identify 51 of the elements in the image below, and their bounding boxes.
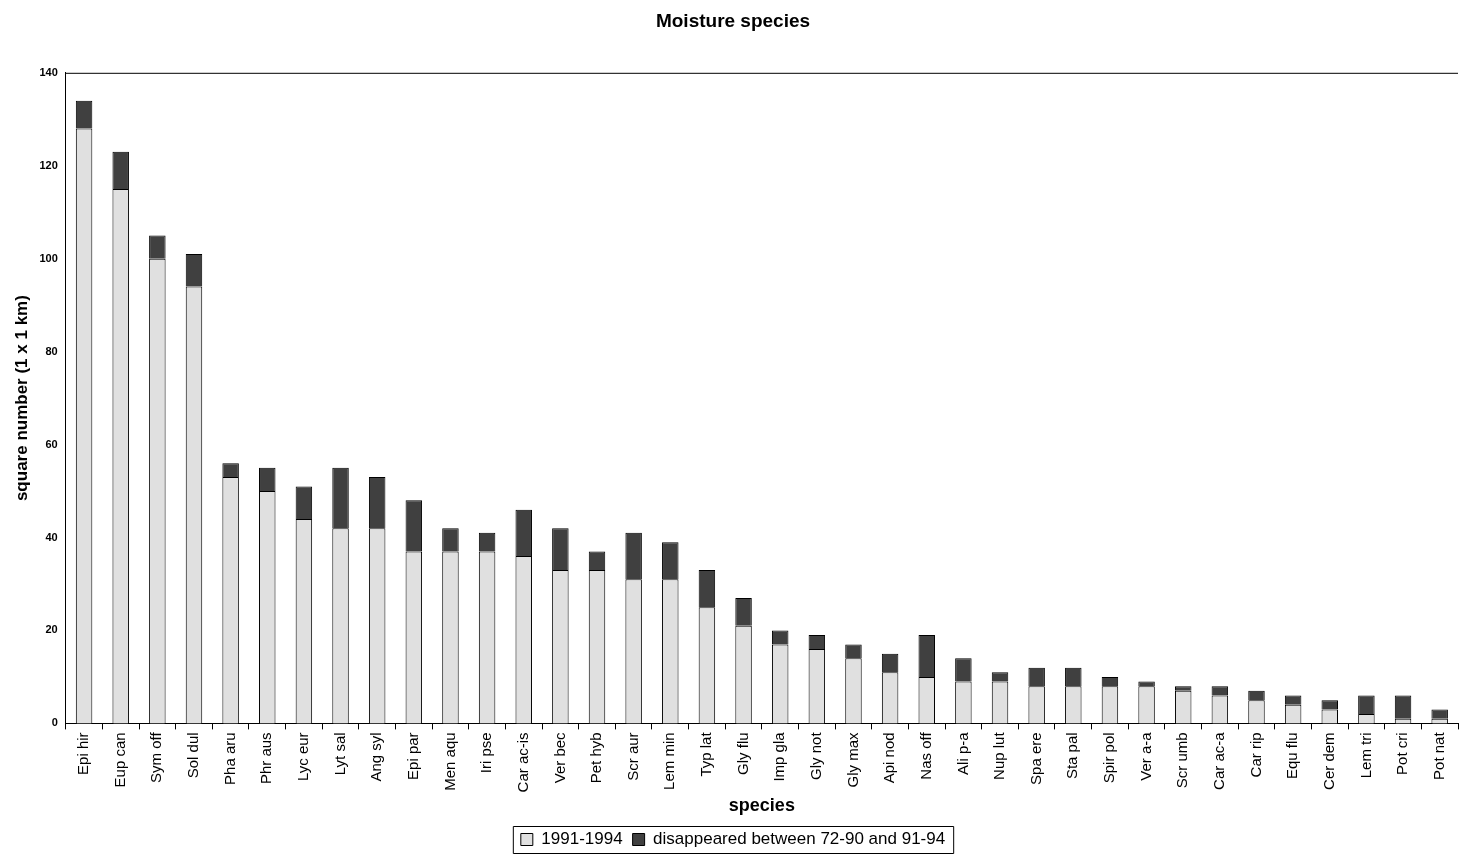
y-tick-label: 40	[45, 530, 58, 543]
x-tick-label: Ver bec	[550, 731, 568, 784]
x-tick-label: Men aqu	[440, 732, 458, 791]
x-tick-label: Lyc eur	[294, 732, 312, 782]
x-tick-label: Api nod	[880, 732, 898, 784]
x-tick-label: Ali p-a	[953, 731, 971, 775]
x-tick-label: Gly max	[843, 731, 861, 788]
x-tick-label: Epi hir	[74, 732, 92, 775]
x-tick-label: Ang syl	[367, 732, 385, 782]
x-tick-label: Pha aru	[220, 732, 238, 785]
y-tick-label: 60	[45, 437, 58, 450]
x-tick-label: Eup can	[110, 732, 128, 788]
x-tick-label: Pet hyb	[587, 732, 605, 784]
x-tick-label: Gly not	[806, 731, 824, 780]
y-tick-label: 0	[51, 716, 58, 729]
x-axis-title: species	[728, 795, 795, 816]
x-tick-label: Pot nat	[1429, 731, 1447, 780]
x-tick-label: Lyt sal	[330, 732, 348, 776]
x-tick-label: Typ lat	[697, 731, 715, 777]
x-tick-label: Iri pse	[477, 732, 495, 774]
x-tick-label: Phr aus	[257, 732, 275, 785]
x-tick-label: Car rip	[1246, 732, 1264, 778]
legend-label: 1991-1994	[541, 829, 623, 849]
x-tick-label: Pot cri	[1393, 732, 1411, 775]
x-tick-label: Sym off	[147, 731, 165, 783]
x-tick-label: Nas off	[916, 731, 934, 780]
x-tick-label: Lem tri	[1356, 732, 1374, 779]
y-tick-label: 140	[39, 65, 58, 78]
x-tick-label: Epi par	[403, 732, 421, 780]
x-tick-label: Sol dul	[184, 732, 202, 779]
x-tick-label: Nup lut	[990, 731, 1008, 780]
x-tick-label: Car ac-a	[1209, 731, 1227, 790]
y-axis-title: square number (1 x 1 km)	[11, 295, 31, 502]
x-tick-label: Car ac-is	[513, 732, 531, 793]
x-tick-label: Spir pol	[1100, 732, 1118, 784]
y-tick-label: 120	[39, 158, 58, 171]
y-tick-label: 80	[45, 344, 58, 357]
legend-label: disappeared between 72-90 and 91-94	[653, 829, 946, 849]
x-tick-label: Equ flu	[1283, 732, 1301, 780]
x-tick-label: Lem min	[660, 732, 678, 790]
x-tick-label: Sta pal	[1063, 732, 1081, 780]
x-tick-label: Gly flu	[733, 732, 751, 775]
x-tick-label: Cer dem	[1319, 732, 1337, 790]
y-tick-label: 100	[39, 251, 58, 264]
x-tick-label: Imp gla	[770, 731, 788, 782]
x-tick-label: Spa ere	[1026, 732, 1044, 785]
x-tick-label: Ver a-a	[1136, 731, 1154, 781]
x-tick-label: Scr aur	[623, 732, 641, 781]
y-tick-label: 20	[45, 623, 58, 636]
chart-title: Moisture species	[655, 9, 811, 31]
x-tick-label: Scr umb	[1173, 732, 1191, 789]
